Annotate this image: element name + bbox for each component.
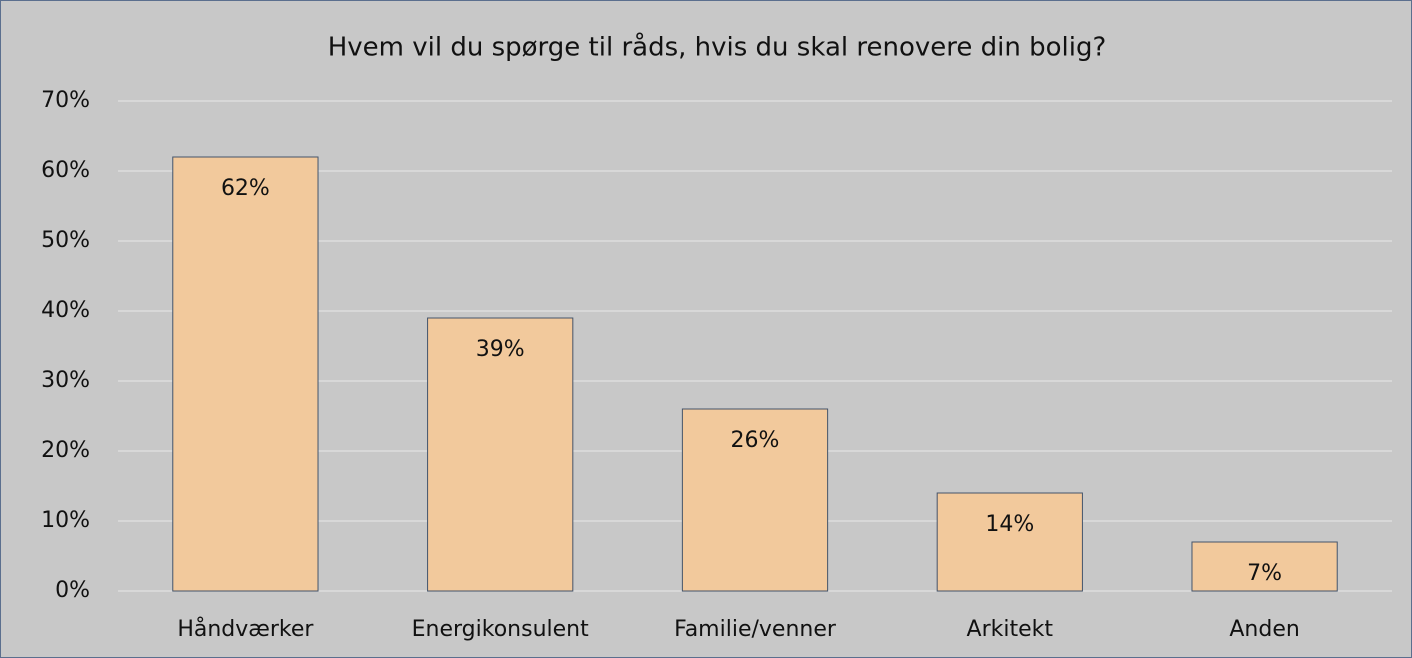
x-tick-label: Anden [1229, 617, 1299, 642]
value-label: 14% [985, 512, 1034, 537]
bar [936, 492, 1083, 592]
y-tick-label: 60% [41, 158, 90, 183]
value-label: 26% [731, 428, 780, 453]
x-tick-label: Familie/venner [674, 617, 837, 642]
y-tick-label: 0% [55, 578, 90, 603]
x-tick-label: Energikonsulent [412, 617, 589, 642]
bar [427, 317, 574, 592]
y-tick-label: 50% [41, 228, 90, 253]
chart-title: Hvem vil du spørge til råds, hvis du ska… [328, 32, 1107, 63]
y-tick-label: 70% [41, 88, 90, 113]
x-tick-label: Arkitekt [967, 617, 1054, 642]
value-label: 7% [1247, 561, 1282, 586]
bar [172, 156, 319, 592]
y-tick-label: 20% [41, 438, 90, 463]
value-label: 62% [221, 176, 270, 201]
y-tick-label: 30% [41, 368, 90, 393]
bar [1191, 541, 1338, 592]
x-tick-label: Håndværker [177, 616, 314, 642]
y-tick-label: 10% [41, 508, 90, 533]
value-label: 39% [476, 337, 525, 362]
bar [681, 408, 829, 592]
y-tick-label: 40% [41, 298, 90, 323]
